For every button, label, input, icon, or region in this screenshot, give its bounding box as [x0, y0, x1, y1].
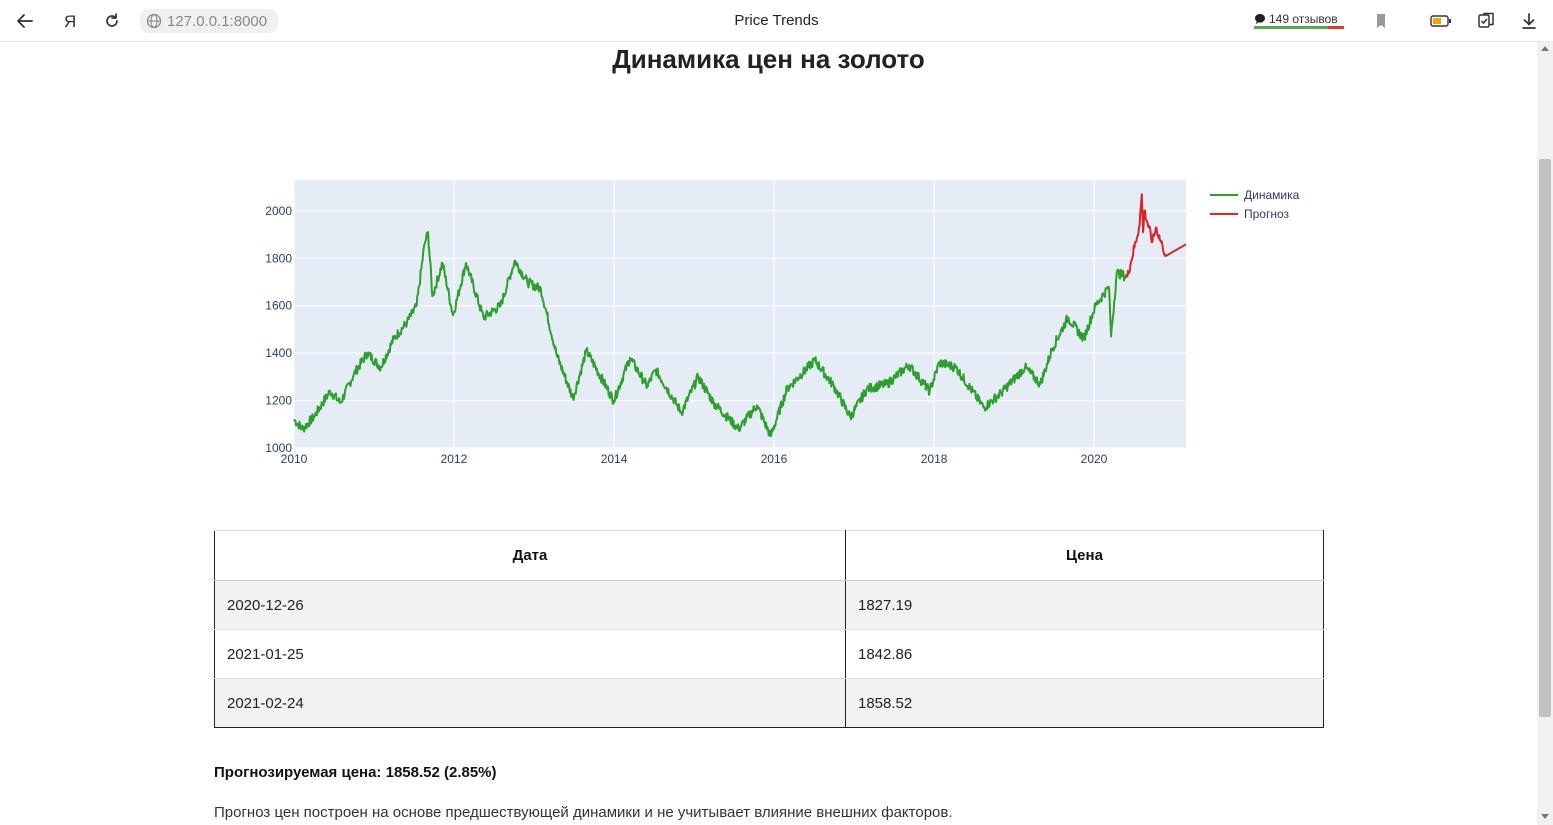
table-cell-date: 2021-01-25	[214, 629, 846, 679]
legend-label: Прогноз	[1244, 207, 1290, 221]
y-tick-label: 1200	[265, 394, 292, 408]
forecast-summary: Прогнозируемая цена: 1858.52 (2.85%)	[214, 764, 497, 781]
browser-toolbar: Я 127.0.0.1:8000 Price Trends 149 отзыво…	[0, 0, 1553, 42]
chart-series	[293, 193, 1187, 438]
reviews-button[interactable]: 149 отзывов	[1254, 8, 1346, 30]
table-row: 2021-02-24 1858.52	[214, 678, 1324, 728]
battery-button[interactable]	[1424, 0, 1458, 42]
table-header-price: Цена	[845, 530, 1324, 581]
y-tick-label: 1000	[265, 441, 292, 455]
chart-ticks: 1000 1200 1400 1600 1800 2000 2010 2012 2014 2016…	[265, 204, 1107, 466]
x-tick-label: 2018	[921, 452, 948, 466]
reviews-negative-fill	[1327, 26, 1344, 29]
page-content: Динамика цен на золото 1000 1200 1400 1600 1…	[0, 42, 1537, 825]
table-row: 2021-01-25 1842.86	[214, 629, 1324, 679]
speech-bubble-icon	[1255, 14, 1265, 24]
scroll-down-arrow-icon[interactable]	[1541, 814, 1549, 819]
reload-icon	[106, 13, 118, 27]
globe-icon	[146, 13, 162, 29]
page-title: Динамика цен на золото	[612, 44, 925, 74]
table-header-date: Дата	[214, 530, 846, 581]
yandex-button[interactable]: Я	[52, 0, 86, 42]
y-tick-label: 1800	[265, 251, 292, 265]
x-tick-label: 2014	[601, 452, 628, 466]
svg-text:Я: Я	[64, 12, 76, 30]
scroll-up-arrow-icon[interactable]	[1541, 46, 1549, 51]
battery-icon	[1430, 15, 1451, 27]
reviews-rating-bar	[1254, 26, 1344, 29]
table-cell-price: 1858.52	[845, 678, 1324, 728]
table-cell-price: 1842.86	[845, 629, 1324, 679]
reviews-positive-fill	[1254, 26, 1328, 29]
back-button[interactable]	[8, 0, 42, 42]
tab-title: Price Trends	[734, 12, 819, 29]
page-scrollbar[interactable]	[1537, 42, 1553, 825]
legend-label: Динамика	[1244, 188, 1300, 202]
x-tick-label: 2010	[281, 452, 308, 466]
plot-area	[294, 180, 1186, 448]
y-tick-label: 1600	[265, 299, 292, 313]
x-tick-label: 2016	[761, 452, 788, 466]
x-tick-label: 2020	[1081, 452, 1108, 466]
table-cell-date: 2020-12-26	[214, 580, 846, 630]
url-text: 127.0.0.1:8000	[167, 12, 268, 30]
downloads-button[interactable]	[1512, 0, 1546, 42]
y-tick-label: 2000	[265, 204, 292, 218]
table-header-row: Дата Цена	[214, 530, 1324, 581]
price-chart[interactable]: 1000 1200 1400 1600 1800 2000 2010 2012 2014 2016…	[0, 42, 1537, 492]
chart-legend[interactable]: Динамика Прогноз	[1210, 188, 1300, 221]
scroll-thumb[interactable]	[1539, 159, 1551, 717]
series-line	[293, 231, 1128, 438]
forecast-disclaimer: Прогноз цен построен на основе предшеств…	[214, 804, 953, 821]
yandex-logo-icon: Я	[64, 12, 76, 30]
reviews-label: 149 отзывов	[1269, 12, 1338, 26]
download-icon	[1522, 13, 1536, 29]
back-arrow-icon	[17, 14, 33, 28]
forecast-table: Дата Цена 2020-12-26 1827.19 2021-01-25 …	[214, 530, 1324, 728]
table-cell-date: 2021-02-24	[214, 678, 846, 728]
bookmark-icon	[1377, 14, 1385, 28]
table-cell-price: 1827.19	[845, 580, 1324, 630]
x-tick-label: 2012	[441, 452, 468, 466]
extensions-button[interactable]	[1469, 0, 1503, 42]
address-bar[interactable]: 127.0.0.1:8000	[140, 9, 278, 33]
reload-button[interactable]	[95, 0, 129, 42]
table-row: 2020-12-26 1827.19	[214, 580, 1324, 630]
bookmark-button[interactable]	[1364, 0, 1398, 42]
y-tick-label: 1400	[265, 346, 292, 360]
extensions-icon	[1478, 12, 1494, 28]
series-line	[1126, 193, 1187, 278]
